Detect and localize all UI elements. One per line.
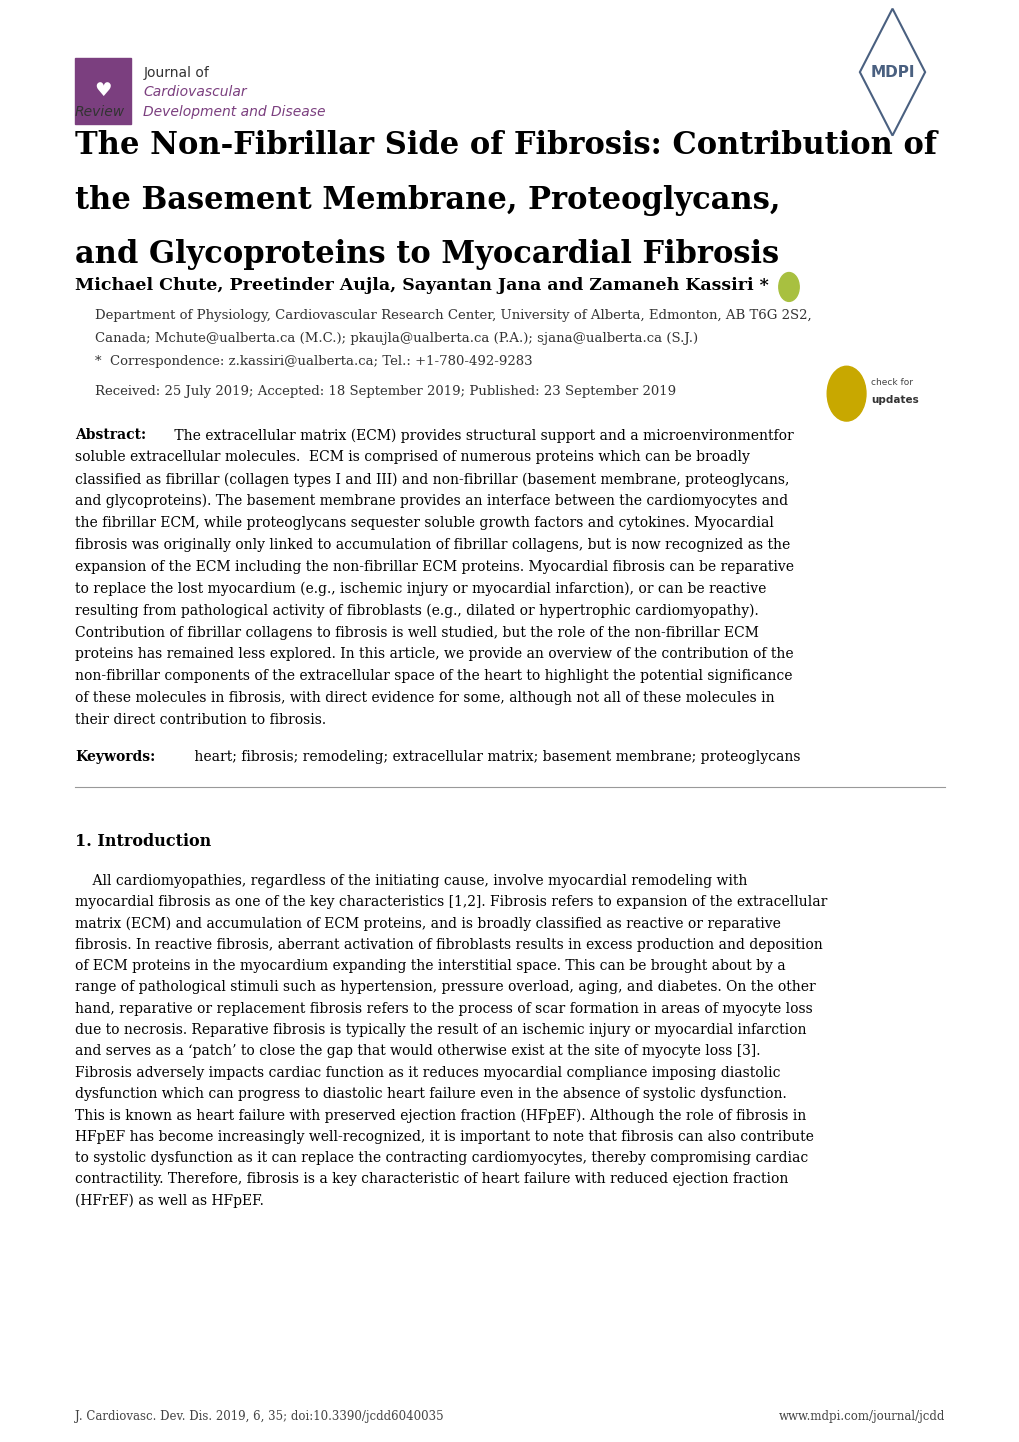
Text: of ECM proteins in the myocardium expanding the interstitial space. This can be : of ECM proteins in the myocardium expand… bbox=[75, 959, 785, 973]
Text: to replace the lost myocardium (e.g., ischemic injury or myocardial infarction),: to replace the lost myocardium (e.g., is… bbox=[75, 581, 765, 596]
Text: iD: iD bbox=[784, 284, 793, 290]
Text: MDPI: MDPI bbox=[869, 65, 914, 79]
Text: updates: updates bbox=[870, 395, 918, 405]
Text: 1. Introduction: 1. Introduction bbox=[75, 833, 211, 851]
Text: Keywords:: Keywords: bbox=[75, 750, 155, 764]
Text: Fibrosis adversely impacts cardiac function as it reduces myocardial compliance : Fibrosis adversely impacts cardiac funct… bbox=[75, 1066, 780, 1080]
Text: All cardiomyopathies, regardless of the initiating cause, involve myocardial rem: All cardiomyopathies, regardless of the … bbox=[75, 874, 747, 888]
Text: fibrosis. In reactive fibrosis, aberrant activation of fibroblasts results in ex: fibrosis. In reactive fibrosis, aberrant… bbox=[75, 937, 822, 952]
Circle shape bbox=[826, 366, 865, 421]
Text: and Glycoproteins to Myocardial Fibrosis: and Glycoproteins to Myocardial Fibrosis bbox=[75, 239, 779, 270]
Text: HFpEF has become increasingly well-recognized, it is important to note that fibr: HFpEF has become increasingly well-recog… bbox=[75, 1129, 813, 1144]
Text: Department of Physiology, Cardiovascular Research Center, University of Alberta,: Department of Physiology, Cardiovascular… bbox=[96, 309, 811, 322]
Text: Cardiovascular: Cardiovascular bbox=[144, 85, 247, 99]
Text: (HFrEF) as well as HFpEF.: (HFrEF) as well as HFpEF. bbox=[75, 1194, 264, 1208]
Text: www.mdpi.com/journal/jcdd: www.mdpi.com/journal/jcdd bbox=[777, 1410, 944, 1423]
Text: non-fibrillar components of the extracellular space of the heart to highlight th: non-fibrillar components of the extracel… bbox=[75, 669, 792, 684]
Text: matrix (ECM) and accumulation of ECM proteins, and is broadly classified as reac: matrix (ECM) and accumulation of ECM pro… bbox=[75, 916, 781, 930]
FancyBboxPatch shape bbox=[75, 58, 131, 124]
Text: and serves as a ‘patch’ to close the gap that would otherwise exist at the site : and serves as a ‘patch’ to close the gap… bbox=[75, 1044, 760, 1058]
Text: Abstract:: Abstract: bbox=[75, 428, 146, 443]
Text: Development and Disease: Development and Disease bbox=[144, 105, 325, 120]
Text: the Basement Membrane, Proteoglycans,: the Basement Membrane, Proteoglycans, bbox=[75, 185, 780, 215]
Text: Michael Chute, Preetinder Aujla, Sayantan Jana and Zamaneh Kassiri *: Michael Chute, Preetinder Aujla, Sayanta… bbox=[75, 277, 768, 294]
Text: The Non-Fibrillar Side of Fibrosis: Contribution of: The Non-Fibrillar Side of Fibrosis: Cont… bbox=[75, 130, 936, 160]
Text: to systolic dysfunction as it can replace the contracting cardiomyocytes, thereb: to systolic dysfunction as it can replac… bbox=[75, 1151, 807, 1165]
Text: *  Correspondence: z.kassiri@ualberta.ca; Tel.: +1-780-492-9283: * Correspondence: z.kassiri@ualberta.ca;… bbox=[96, 355, 533, 368]
Text: due to necrosis. Reparative fibrosis is typically the result of an ischemic inju: due to necrosis. Reparative fibrosis is … bbox=[75, 1022, 806, 1037]
Text: Canada; Mchute@ualberta.ca (M.C.); pkaujla@ualberta.ca (P.A.); sjana@ualberta.ca: Canada; Mchute@ualberta.ca (M.C.); pkauj… bbox=[96, 332, 698, 345]
Circle shape bbox=[779, 273, 799, 301]
Text: J. Cardiovasc. Dev. Dis. 2019, 6, 35; doi:10.3390/jcdd6040035: J. Cardiovasc. Dev. Dis. 2019, 6, 35; do… bbox=[75, 1410, 443, 1423]
Text: check for: check for bbox=[870, 378, 912, 386]
Text: of these molecules in fibrosis, with direct evidence for some, although not all : of these molecules in fibrosis, with dir… bbox=[75, 691, 773, 705]
Text: proteins has remained less explored. In this article, we provide an overview of : proteins has remained less explored. In … bbox=[75, 647, 793, 662]
Text: their direct contribution to fibrosis.: their direct contribution to fibrosis. bbox=[75, 714, 326, 727]
Text: This is known as heart failure with preserved ejection fraction (HFpEF). Althoug: This is known as heart failure with pres… bbox=[75, 1109, 805, 1123]
Text: ♥: ♥ bbox=[94, 81, 112, 101]
Text: ✓: ✓ bbox=[840, 386, 852, 401]
Text: myocardial fibrosis as one of the key characteristics [1,2]. Fibrosis refers to : myocardial fibrosis as one of the key ch… bbox=[75, 895, 826, 908]
Text: fibrosis was originally only linked to accumulation of fibrillar collagens, but : fibrosis was originally only linked to a… bbox=[75, 538, 790, 552]
Text: Received: 25 July 2019; Accepted: 18 September 2019; Published: 23 September 201: Received: 25 July 2019; Accepted: 18 Sep… bbox=[96, 385, 676, 398]
Text: Journal of: Journal of bbox=[144, 66, 209, 81]
Text: expansion of the ECM including the non-fibrillar ECM proteins. Myocardial fibros: expansion of the ECM including the non-f… bbox=[75, 559, 793, 574]
Text: soluble extracellular molecules.  ECM is comprised of numerous proteins which ca: soluble extracellular molecules. ECM is … bbox=[75, 450, 749, 464]
Text: Contribution of fibrillar collagens to fibrosis is well studied, but the role of: Contribution of fibrillar collagens to f… bbox=[75, 626, 758, 640]
Text: Review: Review bbox=[75, 105, 125, 120]
Text: classified as fibrillar (collagen types I and III) and non-fibrillar (basement m: classified as fibrillar (collagen types … bbox=[75, 472, 789, 486]
Text: and glycoproteins). The basement membrane provides an interface between the card: and glycoproteins). The basement membran… bbox=[75, 495, 788, 509]
Text: hand, reparative or replacement fibrosis refers to the process of scar formation: hand, reparative or replacement fibrosis… bbox=[75, 1002, 812, 1015]
Text: contractility. Therefore, fibrosis is a key characteristic of heart failure with: contractility. Therefore, fibrosis is a … bbox=[75, 1172, 788, 1187]
Text: heart; fibrosis; remodeling; extracellular matrix; basement membrane; proteoglyc: heart; fibrosis; remodeling; extracellul… bbox=[191, 750, 800, 764]
Text: The extracellular matrix (ECM) provides structural support and a microenvironmen: The extracellular matrix (ECM) provides … bbox=[170, 428, 793, 443]
Text: range of pathological stimuli such as hypertension, pressure overload, aging, an: range of pathological stimuli such as hy… bbox=[75, 981, 815, 995]
Text: resulting from pathological activity of fibroblasts (e.g., dilated or hypertroph: resulting from pathological activity of … bbox=[75, 604, 758, 619]
Text: the fibrillar ECM, while proteoglycans sequester soluble growth factors and cyto: the fibrillar ECM, while proteoglycans s… bbox=[75, 516, 773, 531]
Text: dysfunction which can progress to diastolic heart failure even in the absence of: dysfunction which can progress to diasto… bbox=[75, 1087, 786, 1102]
